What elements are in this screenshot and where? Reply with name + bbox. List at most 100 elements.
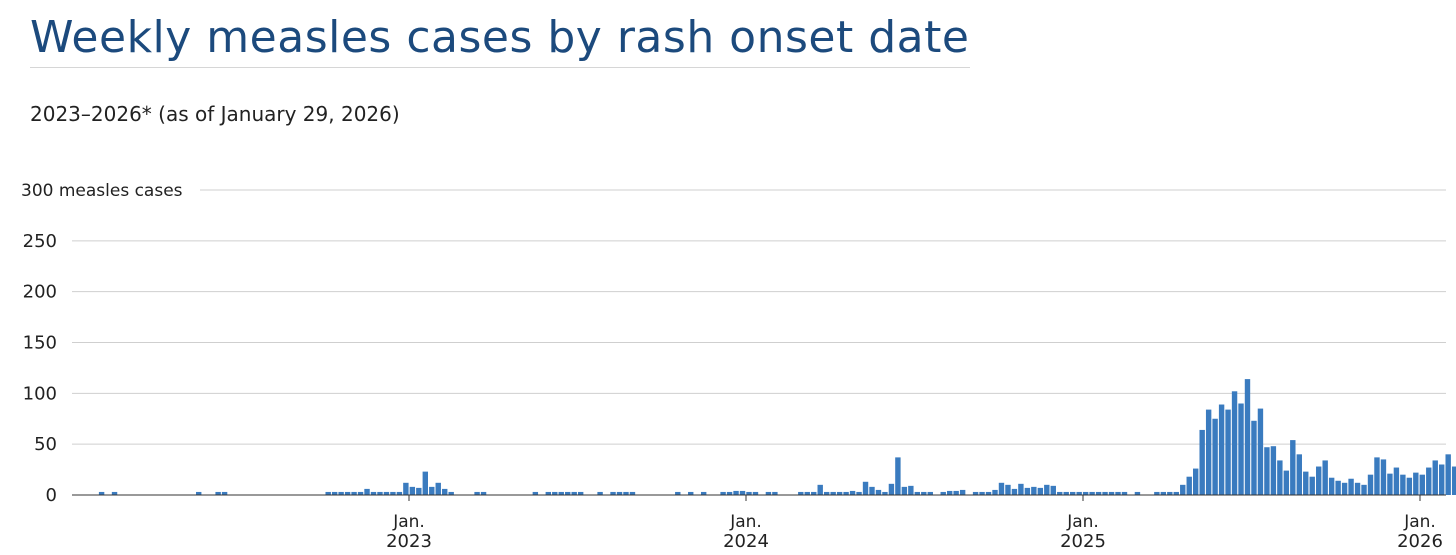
bar-week-200 — [1367, 474, 1374, 495]
bar-week-83 — [610, 491, 616, 495]
bar-week-131 — [921, 491, 927, 495]
bar-week-203 — [1387, 473, 1393, 495]
bar-week-62 — [474, 491, 480, 495]
bar-week-56 — [435, 482, 441, 495]
bar-week-50 — [396, 491, 403, 495]
bar-week-139 — [972, 491, 979, 495]
bar-week-114 — [811, 491, 817, 495]
bar-week-112 — [798, 491, 804, 495]
bar-week-63 — [480, 491, 487, 495]
bar-week-185 — [1270, 446, 1277, 495]
bar-week-181 — [1244, 379, 1251, 495]
bar-week-45 — [364, 488, 370, 495]
bar-week-197 — [1348, 478, 1354, 495]
bar-week-85 — [623, 491, 629, 495]
bar-week-135 — [946, 490, 953, 495]
bar-week-210 — [1432, 460, 1438, 495]
y-tick-label-50: 50 — [34, 434, 57, 455]
bar-week-148 — [1031, 486, 1037, 495]
bar-week-100 — [720, 491, 726, 495]
bar-week-154 — [1070, 491, 1076, 495]
bar-week-22 — [215, 491, 221, 495]
bar-week-160 — [1108, 491, 1115, 495]
bar-week-58 — [448, 491, 454, 495]
bar-week-4 — [98, 491, 105, 495]
bar-week-207 — [1413, 472, 1419, 495]
bar-week-23 — [221, 491, 228, 495]
bar-week-54 — [422, 471, 428, 495]
bar-week-170 — [1173, 491, 1179, 495]
bar-week-188 — [1290, 440, 1296, 495]
bar-week-74 — [552, 491, 558, 495]
x-tick-year-2025: 2025 — [1060, 531, 1106, 552]
bar-week-128 — [901, 486, 908, 495]
bar-week-124 — [875, 489, 882, 495]
bar-week-86 — [629, 491, 636, 495]
y-tick-label-250: 250 — [23, 231, 57, 252]
bar-week-130 — [914, 491, 921, 495]
bar-week-117 — [830, 491, 836, 495]
bar-week-95 — [688, 491, 694, 495]
x-tick-month-2025: Jan. — [1066, 512, 1099, 532]
bar-week-193 — [1322, 460, 1328, 495]
bar-week-189 — [1296, 454, 1302, 495]
bar-week-161 — [1115, 491, 1121, 495]
bar-week-191 — [1309, 476, 1315, 495]
bar-week-162 — [1121, 491, 1128, 495]
bar-week-171 — [1180, 484, 1186, 495]
x-tick-year-2023: 2023 — [386, 531, 432, 552]
bar-week-209 — [1426, 467, 1432, 495]
bar-week-43 — [351, 491, 357, 495]
bar-week-73 — [545, 491, 551, 495]
bar-week-156 — [1082, 491, 1089, 495]
bar-week-107 — [765, 491, 772, 495]
bar-week-127 — [895, 457, 901, 495]
y-tick-label-150: 150 — [23, 333, 57, 354]
bar-week-208 — [1419, 474, 1425, 495]
bar-week-187 — [1283, 470, 1290, 495]
x-tick-year-2026: 2026 — [1397, 531, 1443, 552]
bar-week-145 — [1011, 488, 1018, 495]
bar-week-55 — [429, 486, 435, 495]
bar-week-196 — [1341, 482, 1348, 495]
bar-week-183 — [1257, 408, 1264, 495]
bar-week-134 — [940, 491, 946, 495]
title-divider — [30, 67, 970, 68]
bar-week-44 — [357, 491, 364, 495]
bar-week-121 — [856, 491, 862, 495]
x-tick-month-2024: Jan. — [729, 512, 762, 532]
bar-week-153 — [1063, 491, 1069, 495]
bar-week-173 — [1193, 468, 1199, 495]
bar-week-129 — [908, 485, 914, 495]
bar-week-81 — [597, 491, 603, 495]
bar-week-149 — [1037, 487, 1044, 495]
bar-week-123 — [869, 486, 875, 495]
bar-week-132 — [927, 491, 933, 495]
bar-week-71 — [532, 491, 539, 495]
bar-week-97 — [700, 491, 707, 495]
bar-week-122 — [862, 481, 869, 495]
bar-week-178 — [1225, 409, 1231, 495]
chart-title: Weekly measles cases by rash onset date — [30, 12, 970, 63]
bar-week-104 — [746, 491, 752, 495]
bar-week-201 — [1374, 457, 1380, 495]
bar-week-146 — [1018, 483, 1024, 495]
bar-week-126 — [888, 483, 895, 495]
bar-week-76 — [565, 491, 571, 495]
bar-week-42 — [344, 491, 351, 495]
gridlines — [72, 189, 1446, 496]
bar-week-53 — [416, 487, 422, 495]
bar-week-41 — [338, 491, 344, 495]
bar-week-205 — [1400, 474, 1406, 495]
bar-week-159 — [1102, 491, 1108, 495]
bar-week-151 — [1050, 485, 1056, 495]
bar-week-168 — [1160, 491, 1167, 495]
bar-week-136 — [953, 490, 959, 495]
bar-week-105 — [752, 491, 759, 495]
bar-week-113 — [804, 491, 810, 495]
bar-week-46 — [370, 491, 377, 495]
bar-week-184 — [1264, 447, 1270, 495]
y-tick-label-200: 200 — [23, 282, 57, 303]
bar-week-125 — [882, 491, 888, 495]
bar-week-195 — [1335, 480, 1341, 495]
